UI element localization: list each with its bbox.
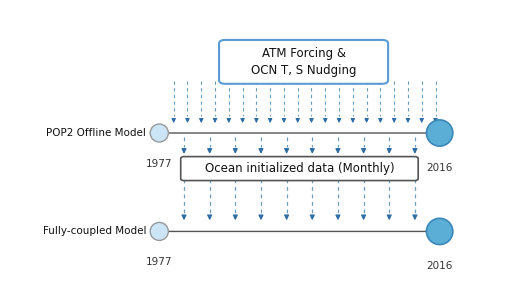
Text: 1977: 1977 (146, 159, 172, 168)
Text: 1977: 1977 (146, 257, 172, 267)
FancyBboxPatch shape (181, 156, 418, 180)
Ellipse shape (150, 124, 168, 142)
Text: 2016: 2016 (427, 163, 453, 173)
Text: 2016: 2016 (427, 261, 453, 271)
Ellipse shape (427, 120, 453, 146)
Text: Ocean initialized data (Monthly): Ocean initialized data (Monthly) (205, 162, 394, 175)
FancyBboxPatch shape (219, 40, 388, 84)
Text: POP2 Offline Model: POP2 Offline Model (46, 128, 146, 138)
Text: Fully-coupled Model: Fully-coupled Model (43, 226, 146, 237)
Ellipse shape (427, 218, 453, 245)
Text: ATM Forcing &
OCN T, S Nudging: ATM Forcing & OCN T, S Nudging (251, 47, 356, 77)
Ellipse shape (150, 222, 168, 241)
